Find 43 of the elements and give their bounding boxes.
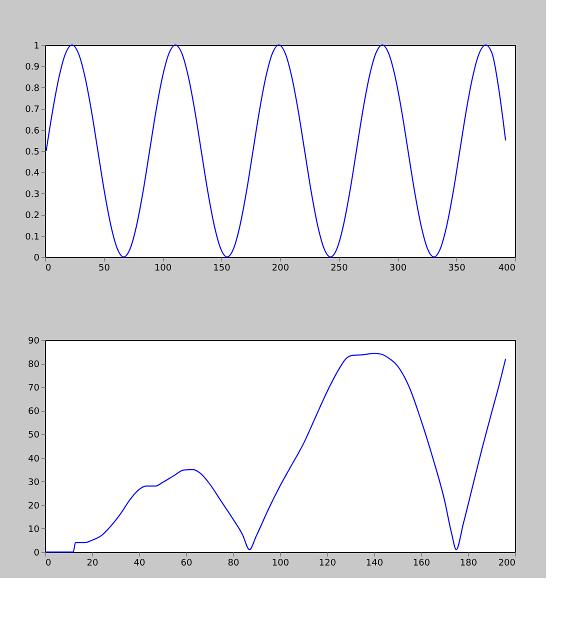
x-tick-label: 50 <box>98 264 110 274</box>
y-tick-label: 0.5 <box>25 148 40 158</box>
x-tick-label: 200 <box>498 558 516 568</box>
x-tick-label: 180 <box>460 558 478 568</box>
y-tick-label: 0.4 <box>25 168 40 179</box>
y-tick-label: 0.7 <box>25 105 40 116</box>
y-tick-label: 0.6 <box>25 126 40 136</box>
y-tick-label: 0.1 <box>25 232 40 242</box>
x-tick-label: 0 <box>46 264 52 274</box>
y-tick-label: 70 <box>28 384 40 394</box>
x-tick-label: 0 <box>46 558 52 568</box>
y-tick-label: 0.2 <box>25 211 40 222</box>
x-tick-label: 60 <box>180 558 192 568</box>
y-tick-label: 60 <box>28 407 40 418</box>
y-tick-label: 0.8 <box>25 84 40 94</box>
line-series <box>44 352 506 553</box>
x-tick-label: 300 <box>389 264 407 274</box>
y-tick-label: 50 <box>28 430 40 441</box>
y-tick-label: 0 <box>34 254 40 264</box>
y-tick-label: 90 <box>28 336 40 346</box>
x-tick-label: 80 <box>228 558 240 568</box>
x-tick-label: 100 <box>154 264 172 274</box>
x-tick-label: 100 <box>272 558 290 568</box>
x-tick-label: 350 <box>448 264 466 274</box>
x-tick-label: 120 <box>318 558 336 568</box>
x-tick-label: 250 <box>330 264 348 274</box>
y-tick-label: 0.3 <box>25 190 40 200</box>
x-tick-label: 400 <box>498 264 516 274</box>
y-tick-label: 40 <box>28 454 40 464</box>
y-tick-label: 20 <box>28 501 40 512</box>
y-tick-label: 10 <box>28 524 40 535</box>
x-tick-label: 150 <box>213 264 231 274</box>
y-tick-label: 0.9 <box>25 62 40 73</box>
y-tick-label: 80 <box>28 360 40 370</box>
x-tick-label: 140 <box>366 558 384 568</box>
line-series <box>46 44 506 258</box>
y-tick-label: 0 <box>34 548 40 558</box>
x-tick-label: 160 <box>412 558 430 568</box>
y-tick-label: 1 <box>34 42 40 52</box>
y-tick-label: 30 <box>28 478 40 488</box>
x-tick-label: 40 <box>134 558 146 568</box>
x-tick-label: 20 <box>86 558 98 568</box>
x-tick-label: 200 <box>272 264 290 274</box>
